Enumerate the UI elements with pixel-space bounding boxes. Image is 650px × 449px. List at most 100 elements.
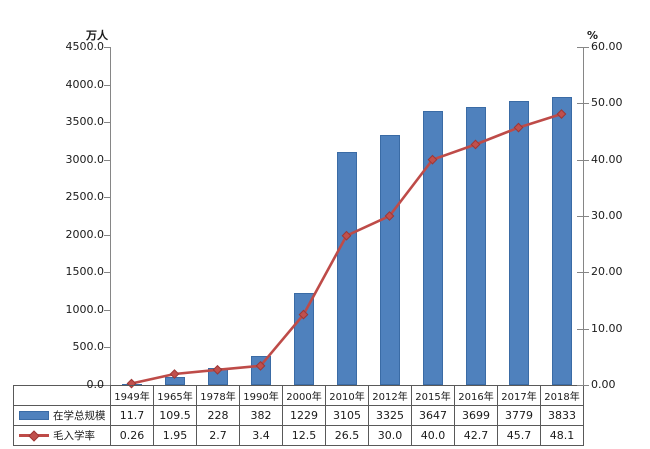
- right-axis-tick-label: 60.00: [591, 40, 623, 53]
- value-cell: 3699: [454, 405, 498, 426]
- left-axis-unit-label: 万人: [86, 29, 108, 42]
- line-marker-2015年: [427, 154, 438, 165]
- value-cell: 1229: [282, 405, 326, 426]
- right-axis-tick-label: 0.00: [591, 378, 616, 391]
- legend-cell-line: 毛入学率: [13, 425, 111, 446]
- bar-2016年: [465, 107, 486, 385]
- table-header-row: 1949年 1965年 1978年 1990年 2000年 2010年 2012年 2015年…: [13, 385, 584, 406]
- line-marker-2017年: [513, 122, 524, 133]
- year-header-cell: 2018年: [540, 385, 584, 406]
- line-marker-2000年: [298, 309, 309, 320]
- value-cell: 11.7: [110, 405, 154, 426]
- table-series-row: 毛入学率 0.26 1.95 2.7 3.4 12.5 26.5 30.0 40.0 42.7 45…: [13, 425, 584, 446]
- right-axis-tick-label: 50.00: [591, 96, 623, 110]
- left-axis-tick: [104, 159, 110, 161]
- left-axis-tick-label: 4000.0: [65, 77, 105, 91]
- bar-2015年: [422, 111, 443, 385]
- right-axis-unit-label: %: [587, 29, 599, 42]
- value-cell: 26.5: [325, 425, 369, 446]
- value-cell: 45.7: [497, 425, 541, 446]
- left-axis-tick: [104, 234, 110, 236]
- line-marker-2012年: [384, 211, 395, 221]
- series-name: 毛入学率: [53, 430, 95, 442]
- table-series-row: 在学总规模 11.7 109.5 228 382 1229 3105 3325 3647 3699…: [13, 405, 584, 426]
- bar-legend-swatch-icon: [19, 411, 49, 420]
- value-cell: 382: [239, 405, 283, 426]
- left-axis-tick: [104, 197, 110, 199]
- value-cell: 3647: [411, 405, 455, 426]
- legend-entry: 毛入学率: [15, 428, 110, 443]
- year-header-cell: 2012年: [368, 385, 412, 406]
- line-marker-1965年: [169, 369, 180, 379]
- left-axis-tick-label: 2500.0: [65, 190, 105, 204]
- value-cell: 12.5: [282, 425, 326, 446]
- bar-2012年: [379, 135, 400, 385]
- bar-2017年: [508, 101, 529, 385]
- left-axis-tick-label: 2000.0: [65, 227, 105, 241]
- right-axis-tick-label: 40.00: [591, 152, 623, 166]
- year-header-cell: 1990年: [239, 385, 283, 406]
- value-cell: 40.0: [411, 425, 455, 446]
- left-axis-tick: [104, 47, 110, 48]
- left-axis-tick: [104, 309, 110, 311]
- right-axis-tick-label: 20.00: [591, 265, 623, 279]
- left-axis-tick: [104, 122, 110, 124]
- right-axis-tick: [577, 272, 589, 274]
- year-header-cell: 1965年: [153, 385, 197, 406]
- value-cell: 30.0: [368, 425, 412, 446]
- left-axis-tick: [104, 347, 110, 349]
- line-marker-1990年: [255, 360, 266, 371]
- right-axis-tick: [577, 47, 589, 48]
- plot-area: [110, 47, 583, 389]
- series-name: 在学总规模: [53, 410, 106, 422]
- year-header-cell: 2000年: [282, 385, 326, 406]
- line-marker-2018年: [556, 109, 567, 119]
- data-table: 1949年 1965年 1978年 1990年 2000年 2010年 2012年 2015年…: [13, 385, 584, 446]
- line-marker-2010年: [341, 230, 352, 241]
- bar-2000年: [293, 292, 314, 385]
- left-axis-tick-label: 3500.0: [65, 115, 105, 129]
- year-header-cell: 2017年: [497, 385, 541, 406]
- bar-2010年: [336, 151, 357, 385]
- value-cell: 2.7: [196, 425, 240, 446]
- left-axis-tick-label: 0.0: [86, 378, 105, 391]
- line-path: [131, 112, 562, 385]
- value-cell: 3105: [325, 405, 369, 426]
- value-cell: 1.95: [153, 425, 197, 446]
- year-header-cell: 2015年: [411, 385, 455, 406]
- value-cell: 3325: [368, 405, 412, 426]
- left-axis-tick: [104, 272, 110, 274]
- right-axis-tick: [577, 385, 589, 386]
- left-axis-tick-label: 3000.0: [65, 152, 105, 166]
- value-cell: 3779: [497, 405, 541, 426]
- left-axis-tick: [104, 385, 110, 386]
- value-cell: 3.4: [239, 425, 283, 446]
- year-header-cell: 1949年: [110, 385, 154, 406]
- value-cell: 42.7: [454, 425, 498, 446]
- left-axis-tick-label: 1000.0: [65, 302, 105, 316]
- right-axis-tick: [577, 103, 589, 105]
- left-axis-tick-label: 1500.0: [65, 265, 105, 279]
- right-axis-tick-label: 10.00: [591, 321, 623, 335]
- year-header-cell: 2016年: [454, 385, 498, 406]
- value-cell: 109.5: [153, 405, 197, 426]
- right-axis-tick: [577, 328, 589, 330]
- line-swatch-diamond-icon: [28, 429, 40, 442]
- legend-entry: 在学总规模: [15, 408, 110, 423]
- line-marker-1978年: [212, 364, 223, 375]
- line-legend-swatch-icon: [19, 429, 49, 442]
- value-cell: 48.1: [540, 425, 584, 446]
- left-axis-tick-label: 500.0: [72, 340, 105, 354]
- right-axis-tick: [577, 159, 589, 161]
- left-axis-tick-label: 4500.0: [65, 40, 105, 53]
- value-cell: 3833: [540, 405, 584, 426]
- gross-enrollment-rate-line: [126, 109, 567, 389]
- left-axis-tick: [104, 84, 110, 86]
- value-cell: 228: [196, 405, 240, 426]
- year-header-cell: 1978年: [196, 385, 240, 406]
- value-cell: 0.26: [110, 425, 154, 446]
- legend-cell-bar: 在学总规模: [13, 405, 111, 426]
- year-header-cell: 2010年: [325, 385, 369, 406]
- line-marker-2016年: [470, 139, 481, 150]
